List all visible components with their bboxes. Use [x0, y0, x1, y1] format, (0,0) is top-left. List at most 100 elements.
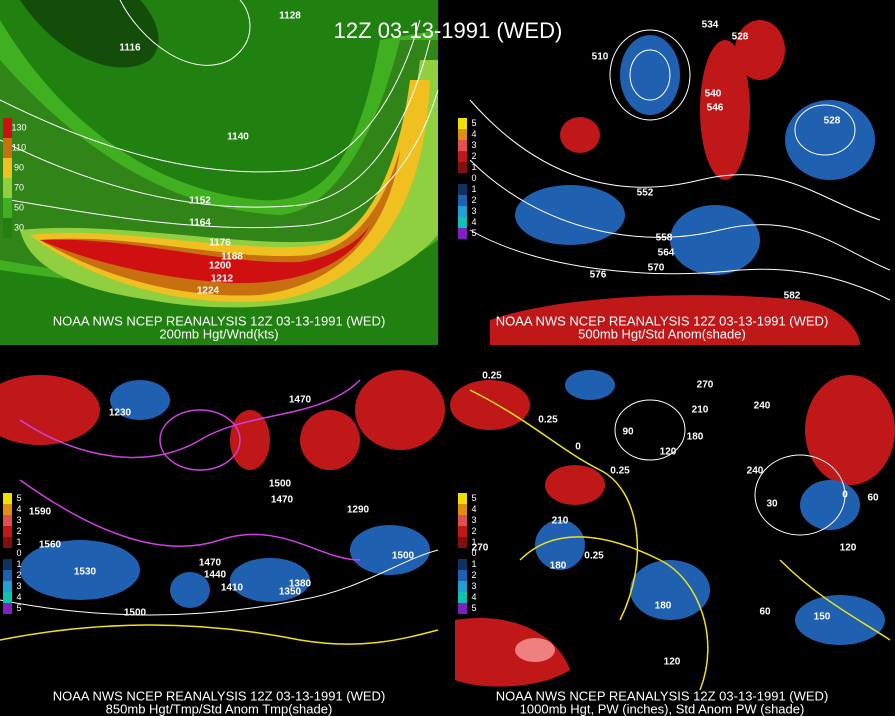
contour-label: 1176 — [209, 238, 231, 249]
contour-label: 528 — [824, 116, 841, 127]
contour-label: 1500 — [392, 551, 415, 562]
colorbar-swatch — [458, 195, 467, 206]
contour-label: 0.25 — [482, 371, 502, 382]
colorbar-label: 4 — [16, 592, 21, 602]
colorbar-swatch — [458, 515, 467, 526]
colorbar-swatch — [458, 129, 467, 140]
panel-caption: 1000mb Hgt, PW (inches), Std Anom PW (sh… — [520, 701, 805, 716]
contour-label: 60 — [759, 607, 771, 618]
colorbar-label: 1 — [16, 537, 21, 547]
contour-label: 582 — [784, 291, 801, 302]
colorbar-label: 130 — [11, 122, 26, 132]
colorbar-swatch — [458, 217, 467, 228]
colorbar-label: 1 — [16, 559, 21, 569]
colorbar-label: 0 — [471, 173, 476, 183]
panel-4-shading — [450, 370, 895, 716]
contour-label: 0.25 — [538, 415, 558, 426]
colorbar-swatch — [3, 218, 12, 238]
colorbar-swatch — [458, 493, 467, 504]
contour-label: 270 — [697, 380, 714, 391]
colorbar-label: 2 — [16, 526, 21, 536]
contour-label: 564 — [658, 248, 675, 259]
colorbar-swatch — [3, 581, 12, 592]
contour-label: 1440 — [204, 570, 227, 581]
colorbar-swatch — [458, 603, 467, 614]
contour-label: 552 — [637, 188, 654, 199]
colorbar-label: 3 — [471, 581, 476, 591]
contour-label: 1470 — [199, 558, 222, 569]
colorbar-label: 4 — [471, 129, 476, 139]
contour-label: 180 — [550, 561, 567, 572]
colorbar-swatch — [3, 548, 12, 559]
contour-label: 120 — [660, 447, 677, 458]
colorbar-label: 5 — [16, 603, 21, 613]
colorbar-swatch — [3, 138, 12, 158]
colorbar-label: 70 — [14, 182, 24, 192]
contour-label: 1188 — [221, 252, 243, 263]
colorbar-swatch — [3, 118, 12, 138]
panel-caption: NOAA NWS NCEP REANALYSIS 12Z 03-13-1991 … — [496, 313, 829, 328]
contour-label: 1116 — [119, 43, 141, 54]
panel-caption: 850mb Hgt/Tmp/Std Anom Tmp(shade) — [106, 701, 333, 716]
colorbar-swatch — [458, 228, 467, 239]
contour-label: 1350 — [279, 587, 302, 598]
contour-label: 540 — [705, 89, 722, 100]
colorbar-swatch — [458, 548, 467, 559]
colorbar-label: 0 — [471, 548, 476, 558]
contour-label: 240 — [754, 401, 771, 412]
contour-label: 1470 — [289, 395, 312, 406]
contour-label: 1200 — [209, 261, 232, 272]
colorbar-swatch — [458, 504, 467, 515]
contour-label: 1530 — [74, 567, 97, 578]
contour-label: 510 — [592, 52, 609, 63]
colorbar-label: 3 — [471, 515, 476, 525]
colorbar-swatch — [458, 173, 467, 184]
colorbar-swatch — [458, 581, 467, 592]
colorbar-label: 5 — [471, 603, 476, 613]
colorbar-label: 110 — [12, 142, 26, 152]
contour-label: 270 — [472, 543, 489, 554]
colorbar-swatch — [458, 151, 467, 162]
contour-label: 210 — [552, 516, 569, 527]
contour-label: 1590 — [29, 507, 52, 518]
colorbar-label: 4 — [16, 504, 21, 514]
colorbar-swatch — [458, 184, 467, 195]
colorbar-label: 2 — [471, 570, 476, 580]
colorbar-label: 3 — [16, 581, 21, 591]
colorbar-swatch — [3, 526, 12, 537]
colorbar-swatch — [458, 206, 467, 217]
contour-label: 150 — [814, 612, 831, 623]
colorbar-label: 4 — [471, 504, 476, 514]
contour-label: 570 — [648, 263, 665, 274]
colorbar-swatch — [458, 537, 467, 548]
colorbar-swatch — [3, 178, 12, 198]
colorbar-swatch — [458, 162, 467, 173]
colorbar-swatch — [3, 537, 12, 548]
contour-label: 0 — [842, 490, 848, 501]
colorbar-label: 0 — [16, 548, 21, 558]
contour-label: 120 — [664, 657, 681, 668]
contour-label: 1410 — [221, 583, 244, 594]
contour-label: 60 — [867, 493, 879, 504]
contour-label: 1128 — [279, 11, 301, 22]
contour-label: 90 — [622, 427, 634, 438]
panel-3-shading — [0, 370, 445, 716]
contour-label: 180 — [655, 601, 672, 612]
colorbar-label: 5 — [471, 228, 476, 238]
colorbar-swatch — [3, 504, 12, 515]
colorbar-swatch — [3, 515, 12, 526]
contour-label: 0.25 — [584, 551, 604, 562]
contour-label: 0.25 — [610, 466, 630, 477]
contour-label: 120 — [840, 543, 857, 554]
colorbar-label: 30 — [14, 222, 24, 232]
contour-label: 1500 — [124, 608, 147, 619]
panel-caption: NOAA NWS NCEP REANALYSIS 12Z 03-13-1991 … — [53, 313, 386, 328]
contour-label: 1500 — [269, 479, 292, 490]
colorbar-swatch — [3, 570, 12, 581]
colorbar-label: 3 — [16, 515, 21, 525]
contour-label: 1164 — [189, 218, 211, 229]
colorbar-label: 3 — [471, 140, 476, 150]
contour-label: 534 — [702, 20, 719, 31]
colorbar-label: 2 — [471, 195, 476, 205]
